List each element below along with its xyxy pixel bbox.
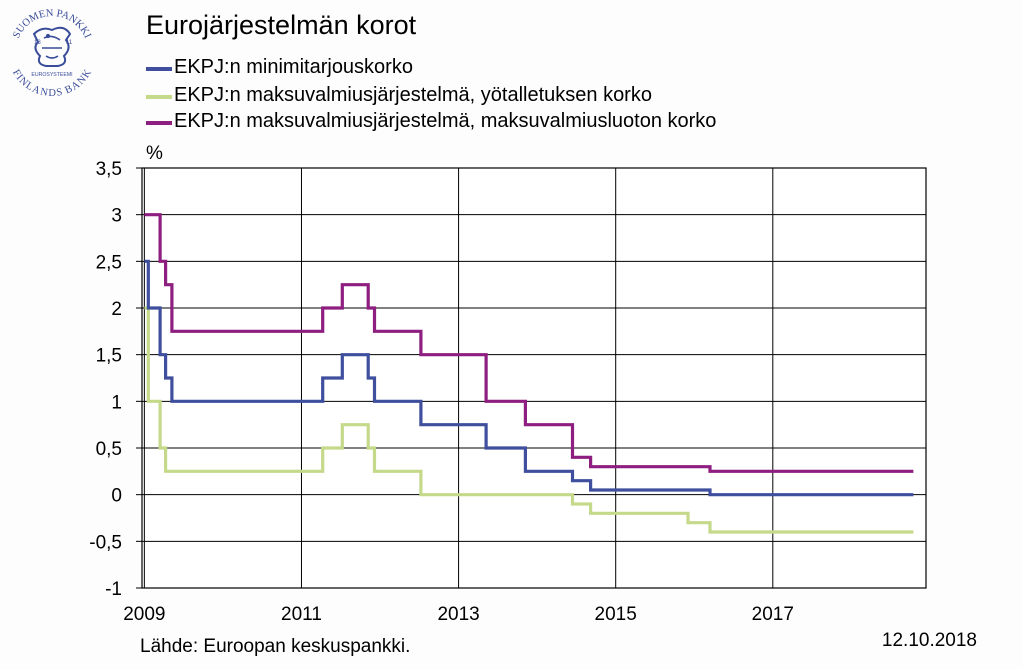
legend-swatch [146,121,172,125]
y-tick-label: 3 [111,206,122,227]
logo-year-left: 18 [34,40,41,46]
logo-year-right: 11 [66,40,73,46]
y-tick-label: 1,5 [96,346,122,367]
series-line-2 [144,213,914,473]
source-note: Lähde: Euroopan keskuspankki. [140,636,411,657]
x-tick-label: 2011 [281,604,322,625]
y-tick-label: 2 [111,299,122,320]
x-tick-label: 2009 [123,604,165,625]
chart-title: Eurojärjestelmän korot [146,10,417,40]
bank-logo: SUOMEN PANKKI FINLANDS BANK 18 11 EUROSY… [10,8,95,100]
publication-date: 12.10.2018 [881,630,977,651]
series-line-1 [144,306,914,534]
legend-label: EKPJ:n maksuvalmiusjärjestelmä, yötallet… [174,84,652,106]
plot-area [142,168,926,588]
y-axis-unit: % [146,143,163,164]
y-tick-label: -1 [105,579,122,600]
logo-inner-text: EUROSYSTEEMI [31,72,72,78]
legend-swatch [146,67,172,71]
y-tick-label: -0,5 [89,532,122,553]
x-tick-label: 2017 [752,604,794,625]
legend-label: EKPJ:n minimitarjouskorko [174,56,413,78]
series-line-0 [144,259,914,497]
y-tick-label: 2,5 [96,252,122,273]
y-tick-label: 0,5 [96,439,122,460]
y-tick-label: 0 [111,486,122,507]
y-tick-label: 3,5 [96,159,122,180]
y-tick-label: 1 [111,392,122,413]
x-tick-label: 2013 [437,604,479,625]
lion-emblem-icon [32,26,72,67]
legend-label: EKPJ:n maksuvalmiusjärjestelmä, maksuval… [174,110,717,132]
x-tick-label: 2015 [595,604,637,625]
plot-border [141,167,927,589]
legend-swatch [146,95,172,99]
